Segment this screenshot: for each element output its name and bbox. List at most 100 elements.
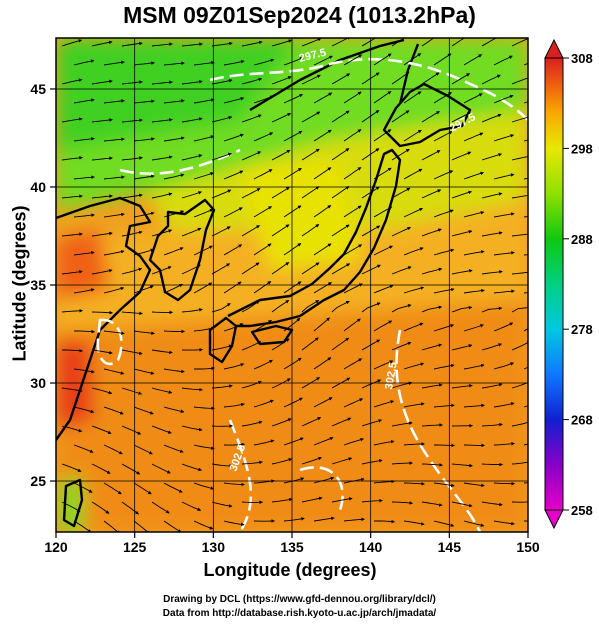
streamline [403, 402, 425, 408]
streamline [331, 148, 350, 161]
streamline [241, 188, 261, 199]
streamline [283, 517, 305, 522]
hokkaido-coastline [382, 82, 472, 148]
streamline [331, 263, 351, 275]
streamline [193, 60, 215, 66]
streamline [73, 406, 95, 414]
streamline [253, 281, 272, 294]
streamline [361, 264, 381, 275]
streamline [253, 132, 274, 142]
streamline [493, 322, 514, 332]
streamline [403, 286, 425, 294]
streamline [61, 194, 83, 199]
streamline [451, 344, 473, 351]
streamline [421, 38, 435, 47]
streamline [211, 41, 233, 47]
streamline [103, 60, 125, 66]
streamline [271, 224, 290, 237]
streamline [61, 387, 83, 393]
streamline [493, 481, 515, 486]
streamline [373, 206, 393, 218]
streamline [223, 482, 245, 487]
streamline [343, 244, 363, 256]
streamline [493, 402, 515, 408]
streamline [91, 231, 113, 237]
streamline [61, 269, 83, 275]
streamline [103, 212, 125, 218]
streamline [241, 262, 260, 275]
streamline [331, 417, 352, 427]
streamline [271, 418, 292, 427]
streamline [91, 40, 113, 47]
streamline [163, 283, 184, 294]
streamline [211, 226, 231, 237]
streamline [421, 305, 443, 313]
streamline [523, 366, 528, 370]
streamline [133, 406, 154, 415]
streamline [481, 501, 503, 507]
streamline [313, 357, 332, 370]
y-tick-label: 35 [30, 277, 46, 293]
gridlines [56, 38, 528, 532]
streamline [523, 62, 528, 66]
streamline [361, 419, 383, 427]
streamline [241, 460, 263, 465]
streamline [343, 437, 364, 446]
streamline [103, 368, 125, 375]
streamline [181, 42, 203, 47]
streamline [313, 129, 332, 142]
streamline [151, 80, 173, 85]
streamline [223, 170, 244, 180]
green-north-core [56, 38, 300, 150]
streamline [343, 318, 361, 332]
streamline [391, 341, 412, 351]
streamline [463, 482, 485, 488]
streamline [61, 39, 83, 47]
streamline [451, 112, 471, 123]
streamline [271, 299, 290, 313]
streamline [433, 287, 455, 294]
streamline [121, 501, 139, 515]
streamline [193, 208, 214, 218]
streamline [121, 156, 143, 161]
streamline [223, 207, 243, 218]
korea-coastline [148, 198, 216, 302]
streamline [301, 224, 320, 237]
streamline [463, 210, 485, 218]
streamline [343, 517, 365, 522]
streamline [121, 425, 142, 435]
streamline [421, 150, 441, 161]
streamline [133, 444, 153, 455]
streamline [211, 78, 233, 85]
streamline [193, 406, 215, 411]
streamline [313, 205, 332, 218]
streamline [421, 463, 443, 467]
streamline [91, 463, 111, 474]
streamline [103, 99, 125, 104]
streamline [373, 91, 392, 104]
streamline [91, 118, 113, 123]
russia-coastline [249, 38, 420, 112]
streamline [241, 225, 261, 237]
streamline [391, 501, 413, 505]
streamline [463, 132, 484, 142]
x-axis: 120 125 130 135 140 145 150 [44, 532, 540, 555]
streamline [223, 281, 242, 294]
streamline [463, 171, 484, 180]
streamline [463, 520, 485, 527]
streamline [151, 349, 173, 355]
colorbar-tick-label: 288 [571, 232, 593, 247]
streamline [271, 186, 290, 199]
streamline [163, 368, 185, 374]
streamline [181, 425, 203, 432]
streamline [373, 320, 393, 332]
streamline [481, 270, 503, 275]
streamline [121, 80, 143, 85]
streamline [74, 329, 95, 334]
streamline [103, 444, 123, 455]
streamline [403, 207, 424, 218]
streamline [271, 497, 293, 503]
streamline [181, 79, 203, 85]
x-tick-label: 120 [44, 539, 68, 555]
streamline [463, 54, 483, 66]
